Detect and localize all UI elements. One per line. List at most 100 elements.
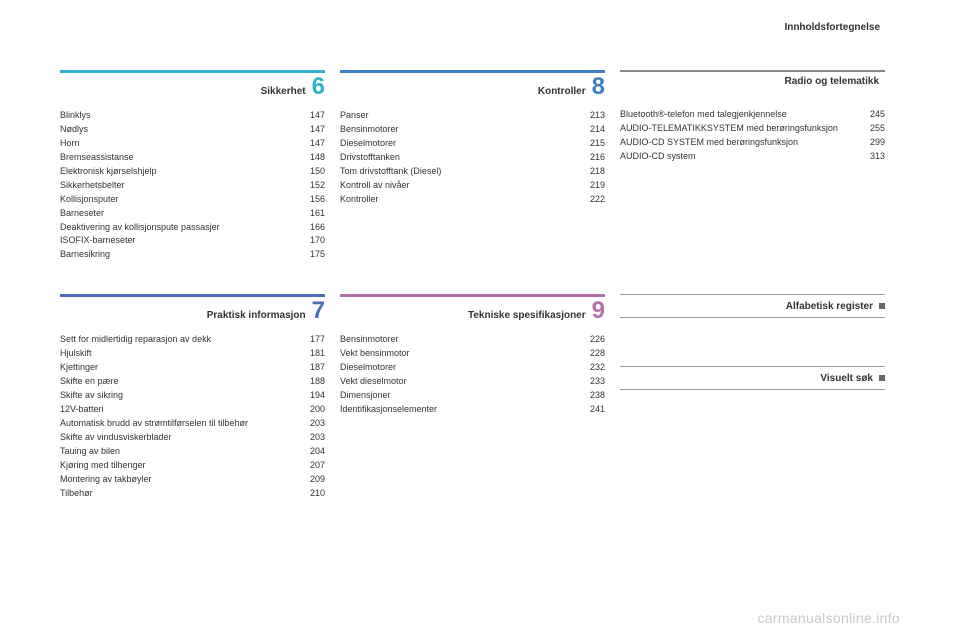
toc-page: 148 <box>301 151 325 165</box>
toc-page: 213 <box>581 109 605 123</box>
toc-row: Tom drivstofftank (Diesel)218 <box>340 165 605 179</box>
section-6: Sikkerhet 6 Blinklys147Nødlys147Horn147B… <box>60 70 325 262</box>
toc-label: Drivstofftanken <box>340 151 575 165</box>
toc-grid: Sikkerhet 6 Blinklys147Nødlys147Horn147B… <box>60 70 900 501</box>
toc-page: 177 <box>301 333 325 347</box>
toc-row: Nødlys147 <box>60 123 325 137</box>
toc-page: 170 <box>301 234 325 248</box>
section-9: Tekniske spesifikasjoner 9 Bensinmotorer… <box>340 294 605 500</box>
toc-page: 299 <box>861 136 885 150</box>
toc-label: Sikkerhetsbelter <box>60 179 295 193</box>
toc-row: ISOFIX-barneseter170 <box>60 234 325 248</box>
toc-row: Identifikasjonselementer 241 <box>340 403 605 417</box>
toc-label: Barnesikring <box>60 248 295 262</box>
toc-page: 313 <box>861 150 885 164</box>
toc-page: 203 <box>301 431 325 445</box>
toc-row: Kontroller222 <box>340 193 605 207</box>
section-8: Kontroller 8 Panser213Bensinmotorer214Di… <box>340 70 605 262</box>
toc-row: Skifte av vindusviskerblader 203 <box>60 431 325 445</box>
toc-page: 166 <box>301 221 325 235</box>
toc-page: 232 <box>581 361 605 375</box>
toc-label: Vekt dieselmotor <box>340 375 575 389</box>
toc-row: Bensinmotorer 214 <box>340 123 605 137</box>
toc-page: 214 <box>581 123 605 137</box>
toc-label: Hjulskift <box>60 347 295 361</box>
toc-label: Sett for midlertidig reparasjon av dekk <box>60 333 295 347</box>
toc-label: AUDIO-CD system <box>620 150 855 164</box>
toc-page: 245 <box>861 108 885 122</box>
section-radio-list: Bluetooth®-telefon med talegjenkjennelse… <box>620 108 885 164</box>
toc-row: Skifte en pære188 <box>60 375 325 389</box>
visual-marker-icon <box>879 375 885 381</box>
toc-label: Nødlys <box>60 123 295 137</box>
toc-page: 241 <box>581 403 605 417</box>
toc-row: Bremseassistanse148 <box>60 151 325 165</box>
toc-row: Tilbehør 210 <box>60 487 325 501</box>
toc-label: 12V-batteri <box>60 403 295 417</box>
toc-label: Dieselmotorer <box>340 137 575 151</box>
toc-page: 238 <box>581 389 605 403</box>
section-visual: Visuelt søk <box>620 366 885 390</box>
toc-label: Kjøring med tilhenger <box>60 459 295 473</box>
toc-row: 12V-batteri200 <box>60 403 325 417</box>
toc-label: Bensinmotorer <box>340 123 575 137</box>
toc-page: 233 <box>581 375 605 389</box>
section-radio: Radio og telematikk Bluetooth®-telefon m… <box>620 70 885 262</box>
section-8-number: 8 <box>592 75 605 99</box>
toc-label: Tilbehør <box>60 487 295 501</box>
toc-page: 152 <box>301 179 325 193</box>
toc-row: AUDIO-TELEMATIKKSYSTEM med berøringsfunk… <box>620 122 885 136</box>
toc-row: Bensinmotorer226 <box>340 333 605 347</box>
toc-page: 187 <box>301 361 325 375</box>
toc-page: 210 <box>301 487 325 501</box>
toc-page: 203 <box>301 417 325 431</box>
toc-page: 147 <box>301 137 325 151</box>
alpha-bar-bottom <box>620 317 885 318</box>
toc-row: Dieselmotorer 215 <box>340 137 605 151</box>
toc-page: 188 <box>301 375 325 389</box>
toc-row: Sikkerhetsbelter 152 <box>60 179 325 193</box>
toc-row: Panser213 <box>340 109 605 123</box>
section-8-bar <box>340 70 605 73</box>
toc-row: Sett for midlertidig reparasjon av dekk 1… <box>60 333 325 347</box>
section-7-number: 7 <box>312 299 325 323</box>
toc-row: Tauing av bilen204 <box>60 445 325 459</box>
visual-bar-bottom <box>620 389 885 390</box>
section-6-list: Blinklys147Nødlys147Horn147Bremseassista… <box>60 109 325 262</box>
toc-label: Kjettinger <box>60 361 295 375</box>
section-8-title: Kontroller <box>538 80 586 97</box>
toc-page: 204 <box>301 445 325 459</box>
toc-label: Montering av takbøyler <box>60 473 295 487</box>
toc-row: AUDIO-CD system 313 <box>620 150 885 164</box>
toc-page: 156 <box>301 193 325 207</box>
toc-row: Montering av takbøyler209 <box>60 473 325 487</box>
toc-row: Kjettinger 187 <box>60 361 325 375</box>
toc-page: 181 <box>301 347 325 361</box>
section-9-list: Bensinmotorer226Vekt bensinmotor228Diese… <box>340 333 605 417</box>
toc-row: Kollisjonsputer156 <box>60 193 325 207</box>
index-column: Alfabetisk register Visuelt søk <box>620 294 885 500</box>
section-alpha: Alfabetisk register <box>620 294 885 318</box>
section-9-title: Tekniske spesifikasjoner <box>468 304 586 321</box>
toc-page: 228 <box>581 347 605 361</box>
toc-row: Vekt dieselmotor 233 <box>340 375 605 389</box>
toc-label: Elektronisk kjørselshjelp <box>60 165 295 179</box>
toc-label: Automatisk brudd av strømtilførselen til… <box>60 417 295 431</box>
toc-label: Skifte av vindusviskerblader <box>60 431 295 445</box>
toc-page: 255 <box>861 122 885 136</box>
toc-label: Kontroller <box>340 193 575 207</box>
toc-label: Skifte av sikring <box>60 389 295 403</box>
toc-row: Kjøring med tilhenger207 <box>60 459 325 473</box>
toc-row: Hjulskift 181 <box>60 347 325 361</box>
toc-row: Barneseter161 <box>60 207 325 221</box>
toc-label: Dimensjoner <box>340 389 575 403</box>
toc-row: Barnesikring175 <box>60 248 325 262</box>
alpha-title: Alfabetisk register <box>786 301 873 312</box>
section-7: Praktisk informasjon 7 Sett for midlerti… <box>60 294 325 500</box>
toc-row: Automatisk brudd av strømtilførselen til… <box>60 417 325 431</box>
toc-label: Tom drivstofftank (Diesel) <box>340 165 575 179</box>
toc-label: Dieselmotorer <box>340 361 575 375</box>
toc-label: Kontroll av nivåer <box>340 179 575 193</box>
toc-page: 215 <box>581 137 605 151</box>
toc-label: Identifikasjonselementer <box>340 403 575 417</box>
